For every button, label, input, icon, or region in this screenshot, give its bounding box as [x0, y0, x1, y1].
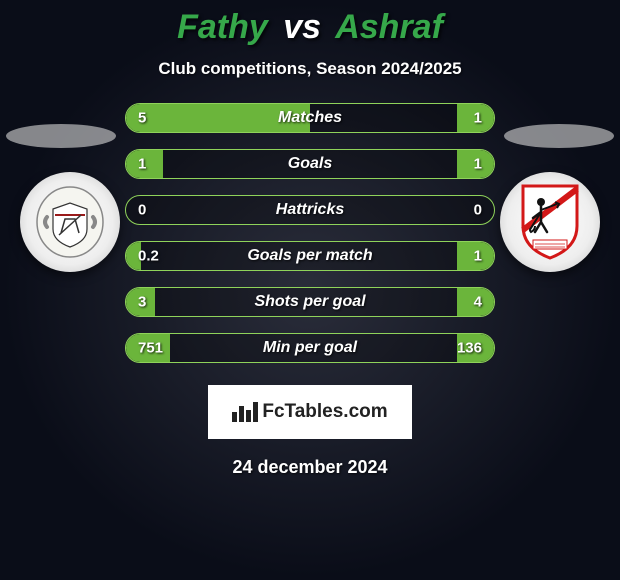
club-left-badge [20, 172, 120, 272]
stat-row: 0 Hattricks 0 [125, 195, 495, 225]
stat-label: Matches [278, 109, 342, 127]
player2-name: Ashraf [335, 8, 443, 46]
branding-badge[interactable]: FcTables.com [208, 385, 412, 439]
stat-row: 751 Min per goal 136 [125, 333, 495, 363]
stat-row: 3 Shots per goal 4 [125, 287, 495, 317]
stat-value-right: 1 [474, 156, 482, 173]
branding-text: FcTables.com [262, 401, 387, 423]
stat-value-left: 3 [138, 294, 146, 311]
chart-bars-icon [232, 402, 258, 422]
stat-value-right: 136 [457, 340, 482, 357]
stat-value-left: 751 [138, 340, 163, 357]
stat-value-left: 1 [138, 156, 146, 173]
date-label: 24 december 2024 [0, 457, 620, 478]
stat-value-left: 0.2 [138, 248, 159, 265]
stat-row: 0.2 Goals per match 1 [125, 241, 495, 271]
club-right-badge [500, 172, 600, 272]
comparison-card: Fathy vs Ashraf Club competitions, Seaso… [0, 0, 620, 580]
stat-label: Hattricks [276, 201, 344, 219]
stat-label: Min per goal [263, 339, 357, 357]
vs-label: vs [283, 8, 321, 46]
club-left-crest-icon [35, 185, 105, 259]
stat-label: Shots per goal [254, 293, 365, 311]
player1-name: Fathy [177, 8, 268, 46]
club-left-shadow [6, 124, 116, 148]
stat-value-right: 4 [474, 294, 482, 311]
stat-label: Goals per match [247, 247, 372, 265]
title: Fathy vs Ashraf [0, 0, 620, 47]
club-right-shadow [504, 124, 614, 148]
stat-value-right: 0 [474, 202, 482, 219]
stat-value-left: 0 [138, 202, 146, 219]
subtitle: Club competitions, Season 2024/2025 [0, 59, 620, 79]
stat-value-right: 1 [474, 248, 482, 265]
stat-label: Goals [288, 155, 332, 173]
stat-value-right: 1 [474, 110, 482, 127]
stat-row: 1 Goals 1 [125, 149, 495, 179]
stat-row: 5 Matches 1 [125, 103, 495, 133]
stat-value-left: 5 [138, 110, 146, 127]
club-right-crest-icon [519, 182, 581, 262]
stats-list: 5 Matches 1 1 Goals 1 0 Hattricks 0 0.2 Goals per … [125, 103, 495, 363]
